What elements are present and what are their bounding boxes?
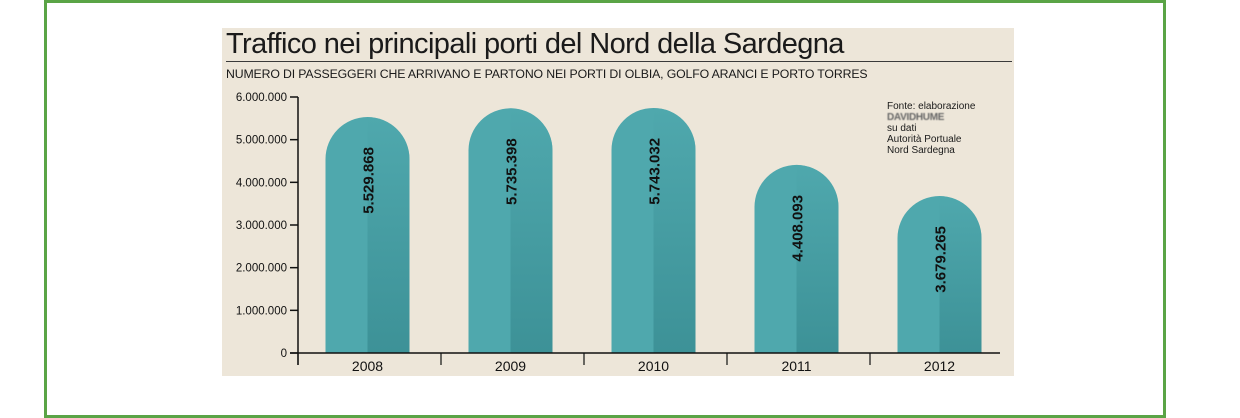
source-line: Nord Sardegna — [887, 145, 955, 156]
y-tick-label: 4.000.000 — [236, 177, 287, 189]
bar-group: 5.529.868 — [325, 117, 410, 354]
source-note: Fonte: elaborazione DAVIDHUME su dati Au… — [887, 101, 1012, 156]
bar-shade — [796, 164, 839, 353]
y-tick-label: 6.000.000 — [236, 92, 287, 104]
x-tick-label: 2012 — [924, 358, 955, 374]
bar-value-label: 3.679.265 — [933, 226, 950, 293]
bar-group: 5.735.398 — [468, 108, 553, 353]
y-tick-label: 0 — [281, 348, 287, 360]
bar-shade — [510, 108, 553, 353]
bar-group: 4.408.093 — [754, 164, 839, 353]
x-tick-label: 2009 — [495, 358, 526, 374]
y-tick-label: 5.000.000 — [236, 135, 287, 147]
bar-group: 5.743.032 — [611, 107, 696, 354]
x-tick-label: 2010 — [638, 358, 669, 374]
source-line: Autorità Portuale — [887, 134, 962, 145]
bar-value-label: 5.735.398 — [504, 138, 521, 205]
x-tick-label: 2011 — [781, 358, 811, 374]
bar-shade — [367, 117, 410, 354]
bar-shade — [653, 107, 696, 354]
y-tick-label: 1.000.000 — [236, 305, 287, 317]
bar-group: 3.679.265 — [897, 196, 982, 353]
bar-value-label: 5.743.032 — [647, 138, 664, 205]
bar-value-label: 4.408.093 — [790, 195, 807, 262]
source-line: Fonte: elaborazione — [887, 101, 976, 112]
bar-shade — [939, 196, 982, 353]
source-logo: DAVIDHUME — [887, 112, 945, 123]
chart-title: Traffico nei principali porti del Nord d… — [226, 28, 844, 60]
y-tick-label: 2.000.000 — [236, 263, 287, 275]
source-line: su dati — [887, 123, 917, 134]
x-tick-label: 2008 — [352, 358, 383, 374]
chart-subtitle: NUMERO DI PASSEGGERI CHE ARRIVANO E PART… — [226, 67, 868, 81]
bar-value-label: 5.529.868 — [361, 147, 378, 214]
title-divider — [226, 61, 1012, 62]
y-tick-label: 3.000.000 — [236, 220, 287, 232]
bar-chart: 5.529.868 2008 5.735.398 2009 5.743.032 2010 4… — [236, 92, 1000, 374]
